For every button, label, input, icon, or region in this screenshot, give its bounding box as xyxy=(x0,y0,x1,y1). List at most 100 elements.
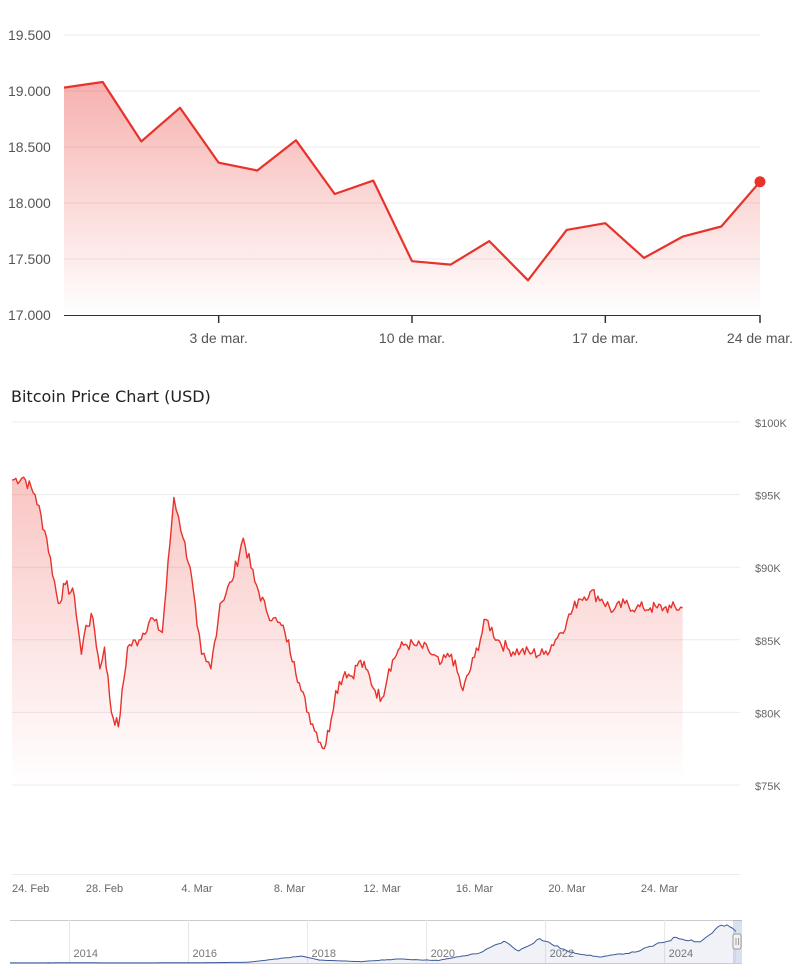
bitcoin-price-chart[interactable]: Bitcoin Price Chart (USD) $75K $80K $85K $90… xyxy=(0,380,797,900)
data-point[interactable] xyxy=(82,621,90,629)
data-point[interactable] xyxy=(251,578,259,586)
data-point[interactable] xyxy=(551,636,559,644)
data-point[interactable] xyxy=(202,658,210,666)
data-point[interactable] xyxy=(646,604,654,612)
data-point[interactable] xyxy=(621,600,629,608)
series-line[interactable] xyxy=(63,80,761,282)
data-point[interactable] xyxy=(135,636,143,644)
data-point[interactable] xyxy=(598,595,606,603)
data-point[interactable] xyxy=(494,636,502,644)
data-point[interactable] xyxy=(58,82,70,94)
data-point[interactable] xyxy=(97,76,109,88)
data-point[interactable] xyxy=(367,175,379,187)
data-point[interactable] xyxy=(483,235,495,247)
data-point[interactable] xyxy=(371,687,379,695)
data-point[interactable] xyxy=(107,708,115,716)
data-point[interactable] xyxy=(170,494,178,502)
data-point[interactable] xyxy=(124,643,132,651)
data-point[interactable] xyxy=(262,607,270,615)
data-point[interactable] xyxy=(61,581,69,589)
data-point[interactable] xyxy=(385,665,393,673)
data-point[interactable] xyxy=(445,259,457,271)
data-point[interactable] xyxy=(517,647,525,655)
price-area-chart-top[interactable]: 17.000 17.500 18.000 18.500 19.000 19.500 3 de… xyxy=(0,0,797,360)
data-point[interactable] xyxy=(540,650,548,658)
data-point[interactable] xyxy=(213,157,225,169)
x-tick-label: 17 de mar. xyxy=(572,330,638,346)
data-point[interactable] xyxy=(329,188,341,200)
last-point-marker[interactable] xyxy=(754,176,766,188)
data-point[interactable] xyxy=(355,658,363,666)
data-point[interactable] xyxy=(667,604,675,612)
data-point[interactable] xyxy=(679,604,687,612)
data-point[interactable] xyxy=(424,646,432,654)
data-point[interactable] xyxy=(715,221,727,233)
data-point[interactable] xyxy=(114,723,122,731)
data-point[interactable] xyxy=(89,614,97,622)
data-point[interactable] xyxy=(54,600,62,608)
data-point[interactable] xyxy=(31,491,39,499)
data-point[interactable] xyxy=(362,665,370,673)
data-point[interactable] xyxy=(274,618,282,626)
data-point[interactable] xyxy=(341,668,349,676)
data-point[interactable] xyxy=(332,687,340,695)
data-point[interactable] xyxy=(198,650,206,658)
data-point[interactable] xyxy=(158,629,166,637)
data-point[interactable] xyxy=(135,135,147,147)
data-point[interactable] xyxy=(175,512,183,520)
data-point[interactable] xyxy=(406,255,418,267)
data-point[interactable] xyxy=(193,621,201,629)
data-point[interactable] xyxy=(413,642,421,650)
data-point[interactable] xyxy=(290,134,302,146)
data-point[interactable] xyxy=(147,614,155,622)
data-point[interactable] xyxy=(653,604,661,612)
data-point[interactable] xyxy=(239,534,247,542)
data-point[interactable] xyxy=(459,687,467,695)
data-point[interactable] xyxy=(447,650,455,658)
data-point[interactable] xyxy=(436,660,444,668)
data-point[interactable] xyxy=(632,604,640,612)
series-line[interactable] xyxy=(11,476,683,750)
data-point[interactable] xyxy=(505,646,513,654)
data-point[interactable] xyxy=(378,694,386,702)
data-point[interactable] xyxy=(281,629,289,637)
data-point[interactable] xyxy=(522,274,534,286)
data-point[interactable] xyxy=(320,745,328,753)
data-point[interactable] xyxy=(96,665,104,673)
data-point[interactable] xyxy=(660,604,668,612)
data-point[interactable] xyxy=(638,252,650,264)
data-point[interactable] xyxy=(101,643,109,651)
data-point[interactable] xyxy=(70,592,78,600)
data-point[interactable] xyxy=(575,595,583,603)
data-point[interactable] xyxy=(228,578,236,586)
data-point[interactable] xyxy=(216,600,224,608)
data-point[interactable] xyxy=(401,640,409,648)
data-point[interactable] xyxy=(599,217,611,229)
data-point[interactable] xyxy=(186,563,194,571)
data-point[interactable] xyxy=(482,615,490,623)
data-point[interactable] xyxy=(586,588,594,596)
data-point[interactable] xyxy=(8,476,16,484)
navigator-handle[interactable] xyxy=(732,933,742,950)
data-point[interactable] xyxy=(43,534,51,542)
data-point[interactable] xyxy=(561,224,573,236)
data-point[interactable] xyxy=(471,653,479,661)
data-point[interactable] xyxy=(327,716,335,724)
data-point[interactable] xyxy=(290,658,298,666)
data-point[interactable] xyxy=(394,646,402,654)
data-point[interactable] xyxy=(563,617,571,625)
data-point[interactable] xyxy=(207,665,215,673)
data-point[interactable] xyxy=(179,534,187,542)
data-point[interactable] xyxy=(639,604,647,612)
data-point[interactable] xyxy=(528,649,536,657)
range-navigator[interactable]: 2014 2016 2018 2020 2022 2024 xyxy=(0,915,797,972)
data-point[interactable] xyxy=(348,672,356,680)
data-point[interactable] xyxy=(309,720,317,728)
data-point[interactable] xyxy=(174,102,186,114)
data-point[interactable] xyxy=(297,687,305,695)
data-point[interactable] xyxy=(77,650,85,658)
data-point[interactable] xyxy=(251,165,263,177)
data-point[interactable] xyxy=(20,473,28,481)
data-point[interactable] xyxy=(677,231,689,243)
data-point[interactable] xyxy=(609,607,617,615)
